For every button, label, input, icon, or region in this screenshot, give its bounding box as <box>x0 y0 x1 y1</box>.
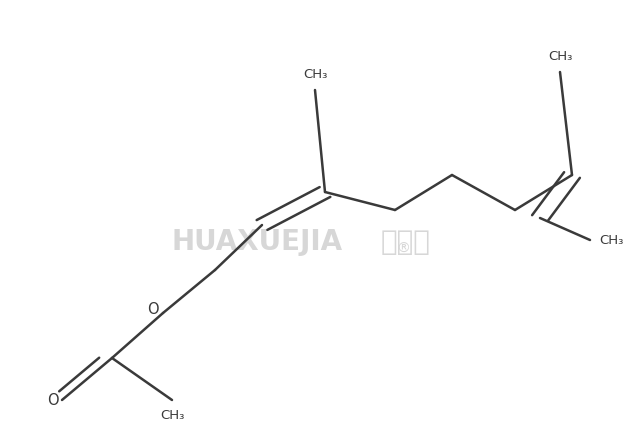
Text: O: O <box>147 302 158 317</box>
Text: CH₃: CH₃ <box>600 234 624 246</box>
Text: CH₃: CH₃ <box>160 409 184 422</box>
Text: ®: ® <box>396 242 410 256</box>
Text: CH₃: CH₃ <box>548 50 573 63</box>
Text: 化学加: 化学加 <box>380 228 430 256</box>
Text: O: O <box>47 392 59 407</box>
Text: HUAXUEJIA: HUAXUEJIA <box>171 228 342 256</box>
Text: CH₃: CH₃ <box>303 68 327 81</box>
